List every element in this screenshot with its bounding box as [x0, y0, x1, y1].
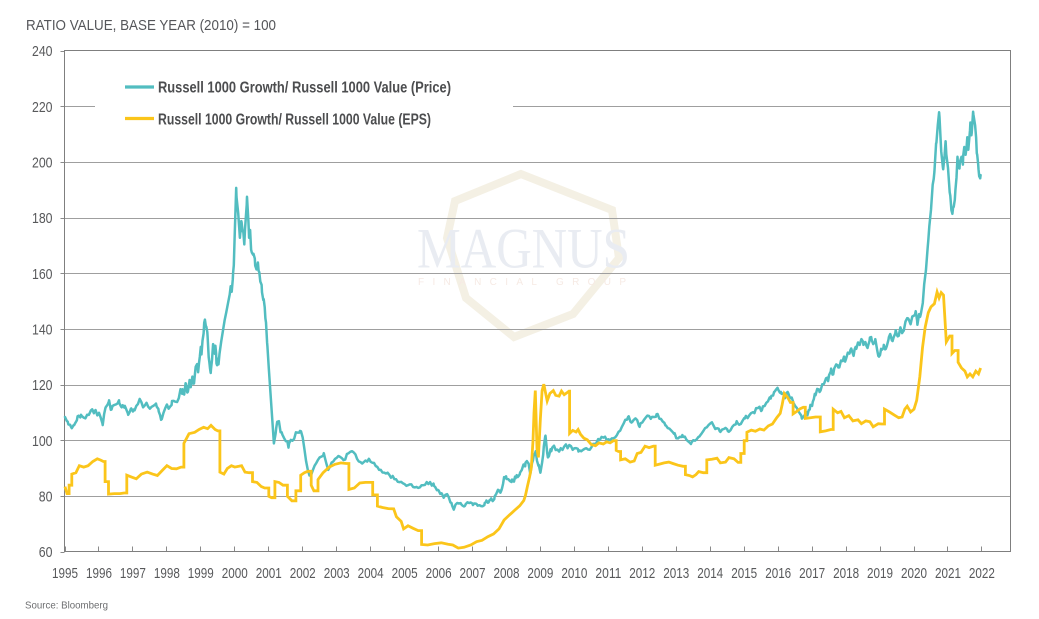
svg-text:FINANCIAL GROUP: FINANCIAL GROUP — [418, 277, 626, 288]
svg-text:220: 220 — [32, 99, 53, 116]
svg-text:2018: 2018 — [833, 565, 859, 582]
svg-text:2015: 2015 — [731, 565, 757, 582]
svg-text:2000: 2000 — [222, 565, 248, 582]
svg-text:2020: 2020 — [901, 565, 927, 582]
svg-text:120: 120 — [32, 377, 53, 394]
svg-text:200: 200 — [32, 155, 53, 172]
svg-text:2002: 2002 — [290, 565, 316, 582]
svg-text:160: 160 — [32, 266, 53, 283]
svg-text:MAGNUS: MAGNUS — [417, 218, 630, 281]
svg-text:80: 80 — [39, 489, 53, 506]
svg-text:2022: 2022 — [969, 565, 995, 582]
svg-text:2004: 2004 — [358, 565, 384, 582]
svg-text:RATIO VALUE, BASE YEAR (2010): RATIO VALUE, BASE YEAR (2010) = 100 — [26, 17, 276, 34]
svg-text:1999: 1999 — [188, 565, 214, 582]
svg-text:2012: 2012 — [629, 565, 655, 582]
svg-text:180: 180 — [32, 210, 53, 227]
svg-text:2003: 2003 — [324, 565, 350, 582]
svg-text:1997: 1997 — [120, 565, 146, 582]
svg-text:1998: 1998 — [154, 565, 180, 582]
svg-text:2006: 2006 — [426, 565, 452, 582]
svg-text:60: 60 — [39, 544, 53, 561]
svg-text:Source: Bloomberg: Source: Bloomberg — [25, 600, 108, 612]
svg-text:2011: 2011 — [595, 565, 621, 582]
svg-text:1995: 1995 — [52, 565, 78, 582]
svg-text:2017: 2017 — [799, 565, 825, 582]
svg-text:2007: 2007 — [460, 565, 486, 582]
svg-text:2005: 2005 — [392, 565, 418, 582]
svg-text:2019: 2019 — [867, 565, 893, 582]
svg-text:2013: 2013 — [663, 565, 689, 582]
svg-text:2016: 2016 — [765, 565, 791, 582]
svg-text:1996: 1996 — [86, 565, 112, 582]
svg-text:140: 140 — [32, 322, 53, 339]
svg-text:2001: 2001 — [256, 565, 282, 582]
svg-text:Russell 1000 Growth/ Russell 1: Russell 1000 Growth/ Russell 1000 Value … — [158, 80, 451, 97]
svg-text:2014: 2014 — [697, 565, 723, 582]
svg-text:2010: 2010 — [561, 565, 587, 582]
svg-text:240: 240 — [32, 43, 53, 60]
svg-text:100: 100 — [32, 433, 53, 450]
svg-text:Russell 1000 Growth/ Russell 1: Russell 1000 Growth/ Russell 1000 Value … — [158, 112, 431, 129]
svg-text:2009: 2009 — [527, 565, 553, 582]
svg-text:2008: 2008 — [494, 565, 520, 582]
svg-text:2021: 2021 — [935, 565, 961, 582]
